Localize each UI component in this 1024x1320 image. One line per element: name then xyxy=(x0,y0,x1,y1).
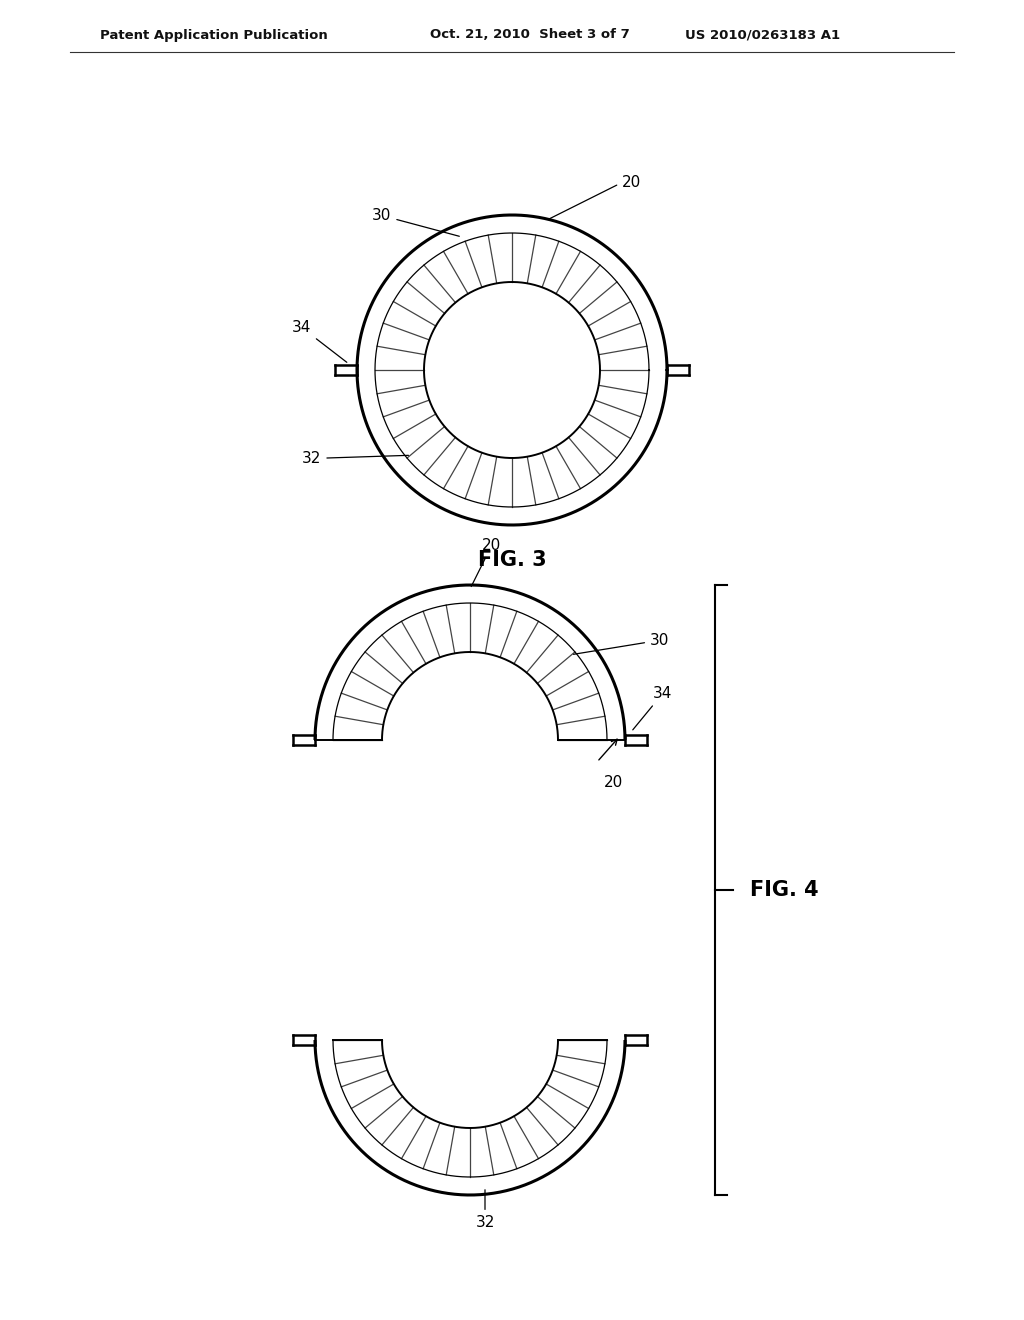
Text: 34: 34 xyxy=(292,319,347,362)
Text: 32: 32 xyxy=(475,1189,495,1230)
Text: Oct. 21, 2010  Sheet 3 of 7: Oct. 21, 2010 Sheet 3 of 7 xyxy=(430,29,630,41)
Text: 30: 30 xyxy=(573,632,670,655)
Text: Patent Application Publication: Patent Application Publication xyxy=(100,29,328,41)
Text: FIG. 3: FIG. 3 xyxy=(477,550,547,570)
Text: 20: 20 xyxy=(471,539,502,586)
Text: US 2010/0263183 A1: US 2010/0263183 A1 xyxy=(685,29,840,41)
Text: FIG. 4: FIG. 4 xyxy=(750,880,818,900)
Text: 34: 34 xyxy=(633,686,673,730)
Text: 20: 20 xyxy=(604,775,624,789)
Text: 30: 30 xyxy=(372,209,460,236)
Text: 32: 32 xyxy=(302,451,409,466)
Text: 20: 20 xyxy=(550,176,641,219)
